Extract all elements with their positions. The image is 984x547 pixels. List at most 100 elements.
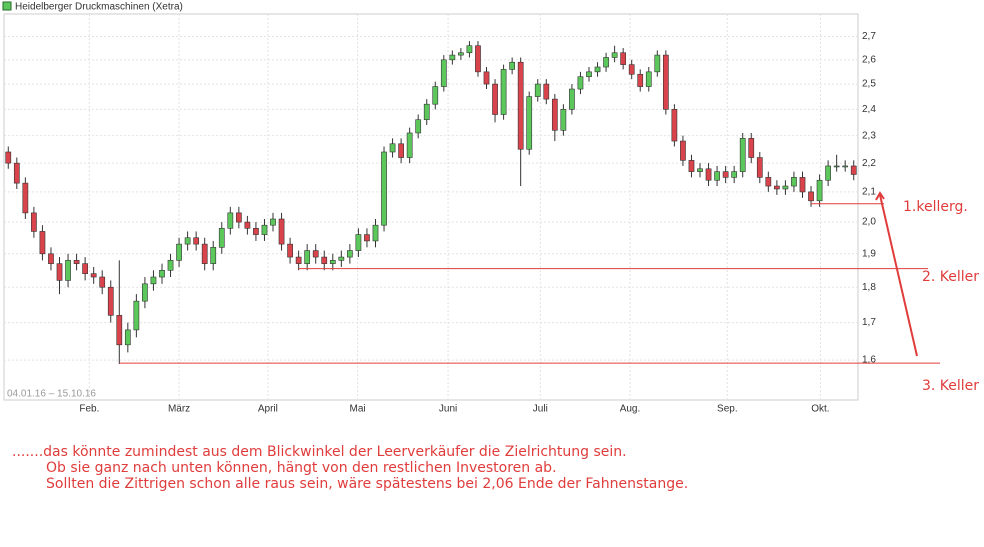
date-range: 04.01.16 – 15.10.16 bbox=[7, 389, 96, 400]
candle-body bbox=[201, 243, 208, 264]
candle-body bbox=[475, 45, 481, 73]
x-tick-label: Aug. bbox=[620, 404, 641, 415]
y-tick-label: 2,6 bbox=[862, 54, 876, 65]
candle-body bbox=[654, 54, 661, 73]
y-tick-label: 2,3 bbox=[862, 130, 876, 141]
candle-body bbox=[577, 76, 584, 90]
candle-body bbox=[500, 69, 507, 115]
candle-body bbox=[295, 256, 302, 264]
candle-body bbox=[193, 237, 200, 245]
candle-body bbox=[235, 212, 242, 223]
candle-body bbox=[620, 52, 627, 65]
candle-body bbox=[184, 237, 191, 245]
candle-body bbox=[133, 300, 140, 331]
candle-body bbox=[167, 260, 174, 271]
comment-line: .......das könnte zumindest aus dem Blic… bbox=[12, 444, 627, 460]
x-tick-label: Okt. bbox=[811, 404, 829, 415]
candle-body bbox=[253, 228, 259, 235]
candle-body bbox=[99, 276, 106, 288]
level-label: 3. Keller bbox=[922, 378, 979, 394]
candle-body bbox=[586, 71, 592, 78]
candle-body bbox=[705, 168, 712, 181]
candle-body bbox=[56, 263, 63, 281]
x-tick-label: Sep. bbox=[717, 404, 738, 415]
y-tick-label: 1,8 bbox=[862, 282, 876, 293]
x-tick-label: Feb. bbox=[79, 404, 99, 415]
candle-body bbox=[244, 221, 251, 229]
candle-body bbox=[107, 286, 114, 316]
candle-body bbox=[321, 256, 328, 264]
candle-body bbox=[569, 88, 575, 110]
candle-body bbox=[560, 109, 567, 131]
candle-body bbox=[517, 61, 524, 150]
candle-body bbox=[398, 143, 404, 158]
candle-body bbox=[338, 256, 345, 261]
candle-body bbox=[662, 54, 669, 110]
candle-body bbox=[645, 71, 652, 87]
candle-body bbox=[526, 96, 533, 150]
candle-body bbox=[287, 243, 293, 258]
candle-body bbox=[31, 212, 37, 232]
y-tick-label: 2,4 bbox=[862, 104, 876, 115]
candle-body bbox=[381, 151, 387, 226]
y-tick-label: 2,0 bbox=[862, 217, 876, 228]
candle-body bbox=[551, 98, 558, 131]
candle-body bbox=[628, 64, 635, 75]
candle-body bbox=[432, 86, 439, 105]
candle-body bbox=[637, 73, 644, 87]
candle-body bbox=[415, 119, 422, 134]
arrow-line bbox=[879, 194, 918, 357]
candle-body bbox=[611, 52, 618, 58]
candle-body bbox=[124, 329, 131, 346]
y-tick-label: 1,7 bbox=[862, 317, 876, 328]
candle-body bbox=[774, 185, 780, 190]
y-tick-label: 2,2 bbox=[862, 158, 876, 169]
y-tick-label: 2,1 bbox=[862, 187, 876, 198]
candle-body bbox=[347, 250, 353, 258]
candle-body bbox=[808, 191, 814, 202]
candle-body bbox=[389, 143, 396, 153]
candle-body bbox=[458, 52, 464, 56]
x-tick-label: März bbox=[168, 404, 190, 415]
candle-body bbox=[364, 234, 370, 242]
candle-body bbox=[176, 243, 182, 261]
candle-body bbox=[466, 45, 473, 54]
candle-body bbox=[483, 71, 490, 85]
candle-body bbox=[372, 224, 379, 242]
candle-body bbox=[218, 228, 225, 248]
candle-body bbox=[756, 157, 763, 178]
candle-body bbox=[534, 83, 541, 97]
candle-body bbox=[833, 165, 840, 168]
candle-body bbox=[799, 177, 806, 193]
candle-body bbox=[509, 61, 515, 70]
arrow-head bbox=[875, 191, 885, 201]
x-tick-label: April bbox=[258, 404, 278, 415]
candle-body bbox=[355, 234, 362, 251]
candle-body bbox=[39, 231, 46, 255]
candle-body bbox=[816, 179, 823, 202]
candle-body bbox=[227, 212, 234, 229]
candle-body bbox=[13, 162, 20, 184]
candle-body bbox=[116, 315, 123, 346]
candle-body bbox=[680, 140, 686, 161]
candle-body bbox=[850, 165, 857, 175]
candle-body bbox=[423, 103, 430, 121]
candle-body bbox=[697, 168, 703, 172]
candle-body bbox=[440, 59, 447, 87]
candle-body bbox=[782, 185, 789, 190]
candle-body bbox=[688, 160, 695, 172]
candle-body bbox=[22, 182, 29, 214]
candle-body bbox=[765, 177, 772, 187]
candle-body bbox=[150, 276, 157, 285]
candle-body bbox=[492, 83, 498, 115]
candle-body bbox=[312, 250, 319, 258]
x-tick-label: Juli bbox=[533, 404, 548, 415]
candle-body bbox=[791, 177, 797, 187]
candle-body bbox=[449, 54, 456, 61]
candle-body bbox=[543, 83, 550, 100]
candle-body bbox=[90, 273, 97, 278]
y-tick-label: 1,9 bbox=[862, 248, 876, 259]
candle-body bbox=[5, 151, 12, 164]
comment-line: Sollten die Zittrigen schon alle raus se… bbox=[46, 476, 688, 492]
